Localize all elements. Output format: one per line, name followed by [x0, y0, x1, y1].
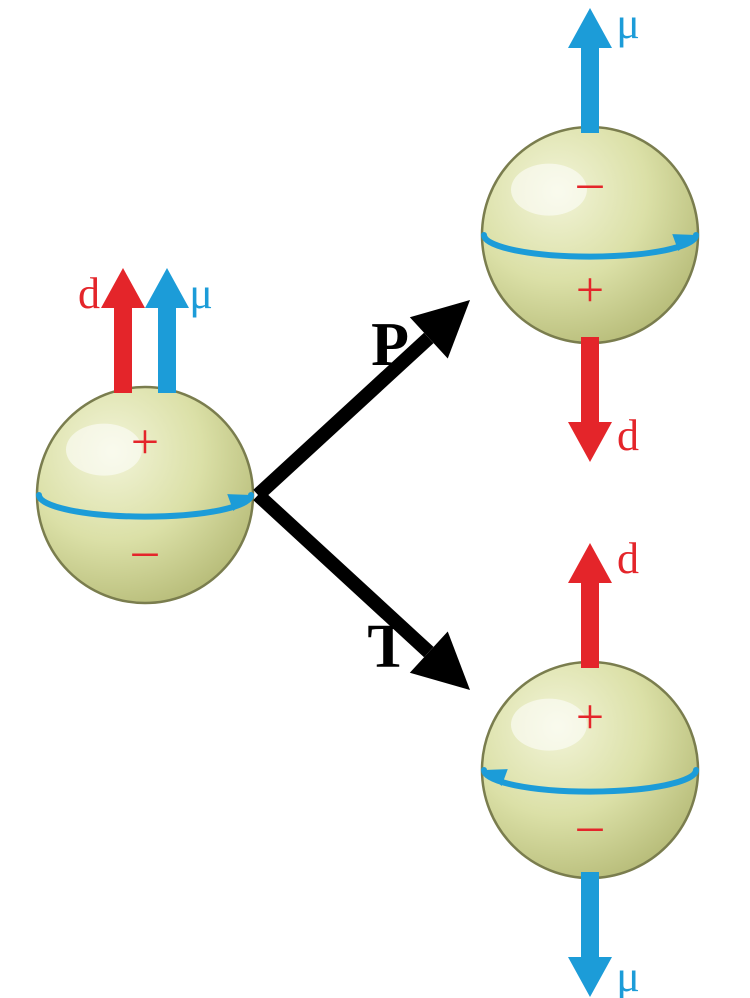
left-d-label: d [78, 269, 100, 318]
t-d-arrow-head [568, 543, 612, 583]
t-mu-label: μ [616, 952, 640, 998]
t-d-label: d [617, 534, 639, 583]
diagram-canvas: + – d μ – + μ d + – d μ P T [0, 0, 750, 998]
t-mu-arrow-head [568, 957, 612, 997]
label-p: P [371, 311, 409, 379]
p-mu-label: μ [616, 0, 640, 48]
sphere-t-top-sign: + [576, 689, 604, 745]
p-d-label: d [617, 411, 639, 460]
sphere-left-bot-sign: – [132, 522, 159, 578]
sphere-left-top-sign: + [131, 414, 159, 470]
left-mu-label: μ [189, 269, 213, 318]
label-t: T [367, 613, 408, 681]
sphere-t-bot-sign: – [577, 797, 604, 853]
p-d-arrow-head [568, 422, 612, 462]
left-mu-arrow-head [145, 268, 189, 308]
sphere-p-highlight [511, 164, 587, 216]
p-mu-arrow-head [568, 8, 612, 48]
sphere-p-top-sign: – [577, 154, 604, 210]
left-d-arrow-head [101, 268, 145, 308]
sphere-p-bot-sign: + [576, 262, 604, 318]
